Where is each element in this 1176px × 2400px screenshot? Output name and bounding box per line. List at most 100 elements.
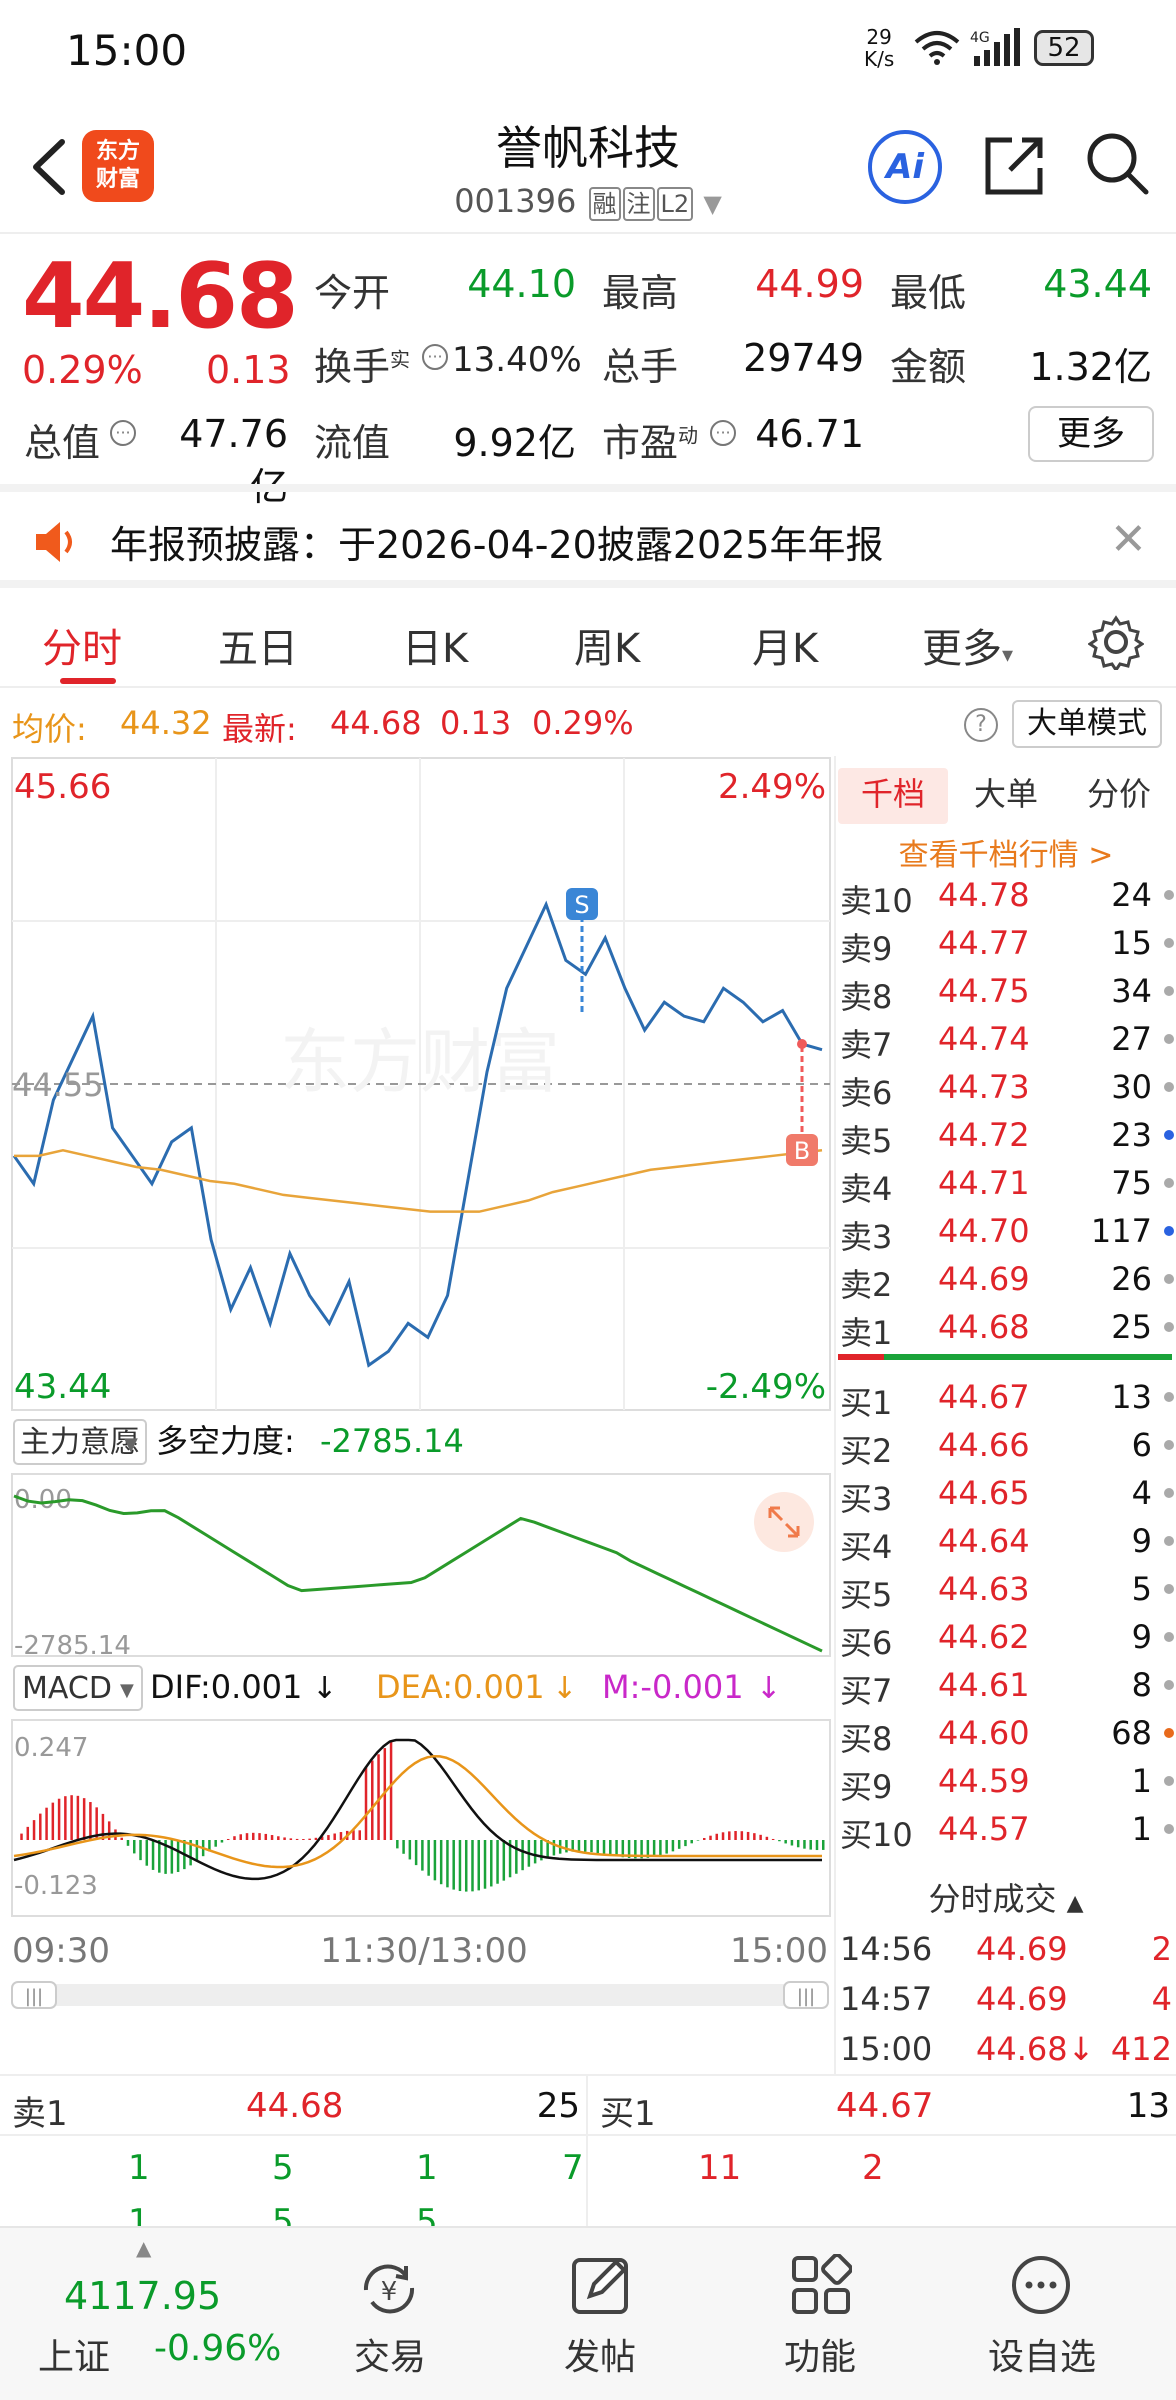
y-axis-top: 45.66 (14, 767, 111, 807)
ask-row[interactable]: 卖7 44.74 27 (838, 1016, 1176, 1064)
active-tab-indicator (60, 678, 116, 684)
tab-weekly-k[interactable]: 周K (574, 626, 641, 672)
macd-bar (377, 1754, 380, 1840)
ai-assistant-button[interactable]: Ai (868, 130, 942, 204)
bid-row[interactable]: 买5 44.63 5 (838, 1566, 1176, 1614)
ask-row[interactable]: 卖9 44.77 15 (838, 920, 1176, 968)
tick-volume: 4 (1151, 1980, 1172, 2018)
intraday-chart[interactable]: 东方财富 S B 45.66 44.55 43.44 2.49% -2.49% … (0, 756, 832, 2074)
ask-row[interactable]: 卖6 44.73 30 (838, 1064, 1176, 1112)
order-dot-icon (1164, 1536, 1174, 1546)
close-icon[interactable]: ✕ (1110, 514, 1147, 565)
tab-more[interactable]: 更多▾ (922, 616, 1013, 674)
tab-price-distribution[interactable]: 分价 (1086, 775, 1151, 813)
macd-bar (239, 1834, 242, 1840)
nav-features[interactable]: 功能 (720, 2228, 920, 2400)
macd-bar (746, 1831, 750, 1840)
macd-bar (389, 1741, 393, 1840)
tab-daily-k[interactable]: 日K (402, 626, 469, 672)
bid-row[interactable]: 买1 44.67 13 (838, 1374, 1176, 1422)
ask-row[interactable]: 卖1 44.68 25 (838, 1304, 1176, 1352)
ticks-header[interactable]: 分时成交 ▲ (836, 1874, 1176, 1920)
ask-row[interactable]: 卖8 44.75 34 (838, 968, 1176, 1016)
search-icon[interactable] (1084, 130, 1150, 196)
macd-bar (646, 1840, 650, 1858)
macd-bar (696, 1840, 700, 1841)
macd-bar (690, 1840, 693, 1844)
caret-down-icon: ▼ (120, 1680, 134, 1701)
bid-volume: 13 (1111, 1378, 1152, 1416)
latest-percent: 0.29% (532, 704, 634, 742)
macd-bar (677, 1840, 681, 1849)
bid-row[interactable]: 买3 44.65 4 (838, 1470, 1176, 1518)
notice-bar[interactable]: 年报预披露：于2026-04-20披露2025年年报 ✕ (0, 484, 1176, 588)
ask-row[interactable]: 卖5 44.72 23 (838, 1112, 1176, 1160)
share-icon[interactable] (982, 132, 1048, 198)
index-widget[interactable]: 4117.95 上证 -0.96% ▲ (24, 2228, 294, 2400)
tab-thousand-levels[interactable]: 千档 (838, 768, 948, 824)
bid-row[interactable]: 买6 44.62 9 (838, 1614, 1176, 1662)
buy-marker[interactable] (786, 1134, 818, 1166)
bid-row[interactable]: 买8 44.60 68 (838, 1710, 1176, 1758)
ask-row[interactable]: 卖3 44.70 117 (838, 1208, 1176, 1256)
info-icon[interactable]: ··· (708, 418, 738, 448)
tab-monthly-k[interactable]: 月K (752, 626, 819, 672)
sell-marker[interactable] (566, 888, 598, 920)
bid-row[interactable]: 买4 44.64 9 (838, 1518, 1176, 1566)
caret-down-icon: ▾ (1002, 643, 1014, 668)
scroll-handle-right[interactable] (783, 1981, 829, 2009)
queue-item: 11 (698, 2148, 742, 2188)
nav-trade[interactable]: ¥ 交易 (290, 2228, 490, 2400)
scroll-handle-left[interactable] (11, 1981, 57, 2009)
tick-volume: 412 (1110, 2030, 1172, 2068)
tick-price: 44.69 (976, 1980, 1068, 2018)
tab-intraday[interactable]: 分时 (42, 626, 122, 672)
force-indicator-selector[interactable] (13, 1419, 147, 1465)
macd-pane-frame (11, 1719, 831, 1917)
ask-row[interactable]: 卖4 44.71 75 (838, 1160, 1176, 1208)
macd-bar (464, 1840, 468, 1892)
ask-level-label: 卖3 (840, 1218, 893, 1256)
nav-post[interactable]: 发帖 (500, 2228, 700, 2400)
macd-bar (627, 1840, 631, 1858)
bid-price: 44.57 (938, 1810, 1030, 1848)
info-icon[interactable]: ··· (108, 418, 138, 448)
ask-row[interactable]: 卖2 44.69 26 (838, 1256, 1176, 1304)
tab-big-orders[interactable]: 大单 (973, 775, 1038, 813)
macd-selector[interactable] (13, 1665, 143, 1711)
bid-row[interactable]: 买2 44.66 6 (838, 1422, 1176, 1470)
more-button[interactable]: 更多 (1028, 406, 1154, 462)
queue-item: 2 (862, 2148, 884, 2188)
tab-five-day[interactable]: 五日 (218, 626, 298, 672)
info-icon[interactable]: ··· (420, 342, 450, 372)
macd-bar (26, 1826, 30, 1840)
macd-bar (634, 1840, 637, 1859)
ask-row[interactable]: 卖10 44.78 24 (838, 872, 1176, 920)
queue-item: 1 (128, 2148, 150, 2188)
more-circle-icon (1012, 2256, 1070, 2314)
bid-row[interactable]: 买7 44.61 8 (838, 1662, 1176, 1710)
expand-button[interactable] (754, 1492, 814, 1552)
stock-code-row[interactable]: 001396 融注 L2 ▼ (380, 182, 796, 221)
bid-row[interactable]: 买10 44.57 1 (838, 1806, 1176, 1854)
help-icon[interactable]: ? (964, 708, 998, 742)
turnover-label-text: 换手 (314, 345, 391, 389)
network-speed: 29 K/s (864, 26, 894, 70)
bid-row[interactable]: 买9 44.59 1 (838, 1758, 1176, 1806)
settings-gear-icon[interactable] (1088, 614, 1144, 670)
ask-volume: 24 (1111, 876, 1152, 914)
spread-bar (838, 1354, 1172, 1360)
chart-scrollbar[interactable] (12, 1984, 828, 2006)
low-value: 43.44 (1043, 262, 1152, 306)
order-dot-icon (1164, 890, 1174, 900)
view-depth-link[interactable]: 查看千档行情 > (898, 838, 1114, 873)
big-order-mode-button[interactable]: 大单模式 (1012, 700, 1162, 748)
macd-bar (408, 1840, 412, 1860)
nav-add-watchlist[interactable]: 设自选 (942, 2228, 1142, 2400)
back-arrow-icon[interactable] (22, 132, 82, 202)
ask-level-label: 卖10 (840, 882, 913, 920)
network-speed-unit: K/s (864, 47, 895, 71)
brand-logo[interactable]: 东方 财富 (82, 130, 154, 202)
macd-bar (164, 1840, 167, 1874)
macd-bar (615, 1840, 618, 1857)
